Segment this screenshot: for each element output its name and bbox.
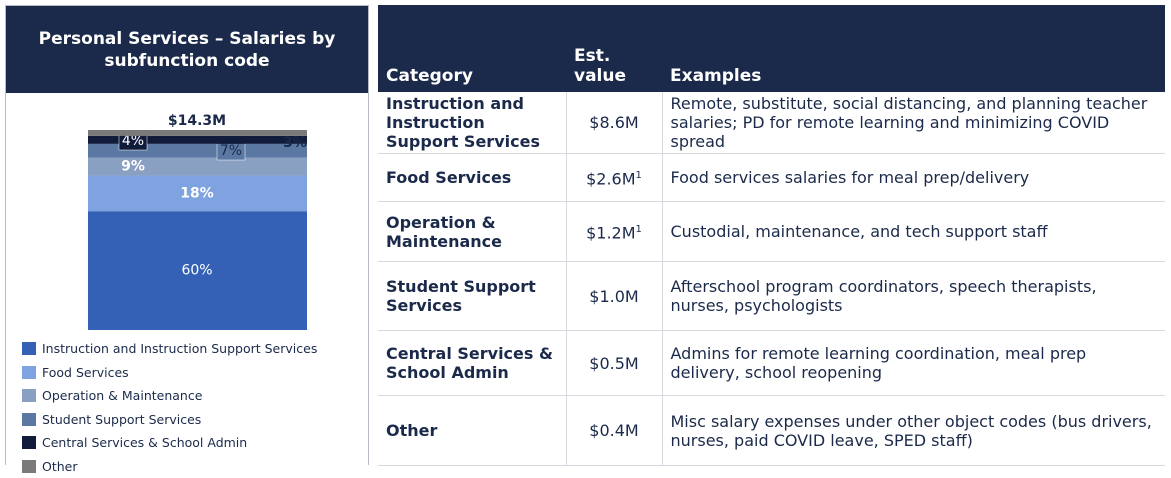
value-label: 3% — [283, 135, 307, 151]
footnote-mark: 1 — [636, 224, 642, 235]
column-header: Category — [378, 5, 566, 92]
legend-item: Instruction and Instruction Support Serv… — [22, 337, 317, 361]
value-text: $8.6M — [589, 113, 638, 132]
examples-cell: Admins for remote learning coordination,… — [662, 331, 1165, 396]
category-cell: Instruction and Instruction Support Serv… — [378, 92, 566, 154]
value-text: $1.2M — [586, 224, 635, 243]
legend-label: Other — [42, 459, 78, 474]
value-cell: $2.6M1 — [566, 154, 662, 202]
chart: $14.3M 60%18%9%7%4%3% — [0, 0, 375, 340]
examples-cell: Afterschool program coordinators, speech… — [662, 262, 1165, 331]
category-cell: Operation & Maintenance — [378, 202, 566, 262]
legend-item: Other — [22, 455, 317, 478]
legend-label: Student Support Services — [42, 412, 201, 427]
bar-segment — [88, 130, 307, 136]
value-label: 9% — [121, 159, 145, 175]
value-cell: $1.0M — [566, 262, 662, 331]
category-cell: Central Services & School Admin — [378, 331, 566, 396]
value-text: $0.4M — [589, 421, 638, 440]
legend-swatch — [22, 366, 36, 379]
table-row: Central Services & School Admin $0.5M Admi… — [378, 331, 1165, 396]
legend-swatch — [22, 413, 36, 426]
value-cell: $0.5M — [566, 331, 662, 396]
total-label: $14.3M — [168, 113, 226, 129]
column-header: Est. value — [566, 5, 662, 92]
value-label: 18% — [180, 185, 214, 201]
table-row: Student Support Services $1.0M Afterschool… — [378, 262, 1165, 331]
value-cell: $8.6M — [566, 92, 662, 154]
legend-swatch — [22, 342, 36, 355]
category-cell: Student Support Services — [378, 262, 566, 331]
examples-cell: Custodial, maintenance, and tech support… — [662, 202, 1165, 262]
category-cell: Food Services — [378, 154, 566, 202]
legend-label: Food Services — [42, 365, 129, 380]
footnote-mark: 1 — [636, 170, 642, 181]
legend-swatch — [22, 436, 36, 449]
value-label: 7% — [220, 143, 242, 159]
legend-label: Instruction and Instruction Support Serv… — [42, 341, 317, 356]
category-cell: Other — [378, 396, 566, 466]
value-cell: $0.4M — [566, 396, 662, 466]
legend-label: Central Services & School Admin — [42, 435, 247, 450]
value-cell: $1.2M1 — [566, 202, 662, 262]
examples-cell: Food services salaries for meal prep/del… — [662, 154, 1165, 202]
legend-label: Operation & Maintenance — [42, 388, 202, 403]
column-header: Examples — [662, 5, 1165, 92]
page: Personal Services – Salaries by subfunct… — [0, 0, 1171, 466]
legend-item: Food Services — [22, 361, 317, 385]
legend-swatch — [22, 389, 36, 402]
legend-swatch — [22, 460, 36, 473]
examples-cell: Remote, substitute, social distancing, a… — [662, 92, 1165, 154]
legend: Instruction and Instruction Support Serv… — [22, 337, 317, 478]
legend-item: Operation & Maintenance — [22, 384, 317, 408]
table-row: Other $0.4M Misc salary expenses under oth… — [378, 396, 1165, 466]
table-row: Instruction and Instruction Support Serv… — [378, 92, 1165, 154]
examples-cell: Misc salary expenses under other object … — [662, 396, 1165, 466]
value-text: $0.5M — [589, 354, 638, 373]
legend-item: Student Support Services — [22, 408, 317, 432]
legend-item: Central Services & School Admin — [22, 431, 317, 455]
value-text: $1.0M — [589, 287, 638, 306]
value-text: $2.6M — [586, 170, 635, 189]
value-label: 60% — [181, 263, 212, 279]
